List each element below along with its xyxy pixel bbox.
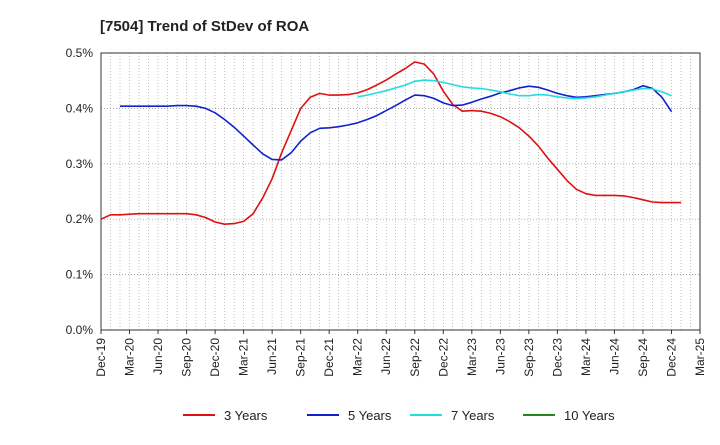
axis-layer: 0.0% 0.1% 0.2% 0.3% 0.4% 0.5% Dec-19 Mar-20 Jun-… xyxy=(66,46,707,377)
y-tick-label: 0.1% xyxy=(66,268,94,282)
x-tick-label: Dec-20 xyxy=(208,338,222,377)
series-line-2 xyxy=(357,79,672,100)
x-tick-label: Sep-22 xyxy=(408,338,422,377)
x-tick-label: Mar-22 xyxy=(351,338,365,376)
y-tick-label: 0.3% xyxy=(66,157,94,171)
x-tick-label: Jun-24 xyxy=(607,338,621,375)
grid-layer xyxy=(100,53,701,330)
x-tick-label: Dec-21 xyxy=(322,338,336,377)
series-line-1 xyxy=(120,84,673,161)
x-tick-label: Sep-20 xyxy=(180,338,194,377)
y-tick-label: 0.2% xyxy=(66,212,94,226)
x-tick-label: Dec-23 xyxy=(550,338,564,377)
series-layer xyxy=(100,61,681,225)
legend-label: 3 Years xyxy=(224,408,268,423)
legend-label: 7 Years xyxy=(451,408,495,423)
x-tick-label: Sep-23 xyxy=(522,338,536,377)
y-tick-label: 0.5% xyxy=(66,46,94,60)
x-tick-label: Mar-25 xyxy=(693,338,707,376)
legend: 3 Years 5 Years 7 Years 10 Years xyxy=(183,408,615,423)
x-tick-label: Mar-21 xyxy=(237,338,251,376)
x-tick-label: Dec-22 xyxy=(436,338,450,377)
legend-label: 10 Years xyxy=(564,408,615,423)
legend-label: 5 Years xyxy=(348,408,392,423)
series-line-0 xyxy=(100,61,681,225)
x-tick-label: Jun-22 xyxy=(379,338,393,375)
x-tick-label: Jun-21 xyxy=(265,338,279,375)
x-tick-label: Dec-19 xyxy=(94,338,108,377)
x-tick-label: Sep-24 xyxy=(636,338,650,377)
x-tick-label: Sep-21 xyxy=(294,338,308,377)
y-tick-label: 0.4% xyxy=(66,101,94,115)
x-tick-label: Mar-20 xyxy=(123,338,137,376)
x-tick-label: Jun-23 xyxy=(493,338,507,375)
y-tick-label: 0.0% xyxy=(66,323,94,337)
plot-frame xyxy=(100,52,701,331)
chart-title: [7504] Trend of StDev of ROA xyxy=(100,18,309,35)
x-tick-label: Dec-24 xyxy=(664,338,678,377)
plot-area xyxy=(101,53,700,330)
x-tick-label: Jun-20 xyxy=(151,338,165,375)
x-tick-label: Mar-23 xyxy=(465,338,479,376)
x-tick-label: Mar-24 xyxy=(579,338,593,376)
